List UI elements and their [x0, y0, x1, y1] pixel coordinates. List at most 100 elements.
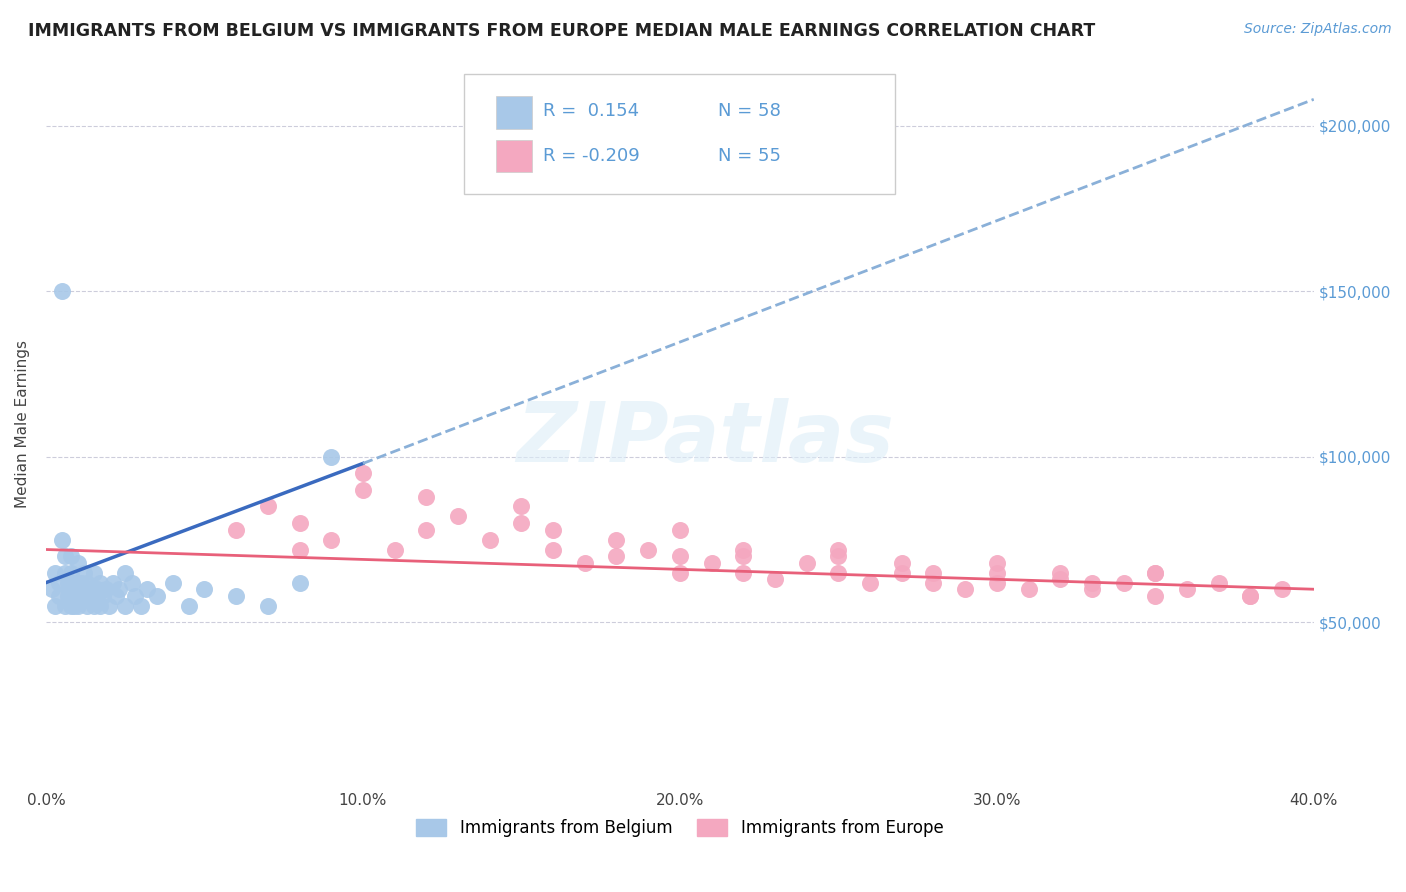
Point — [136, 582, 159, 597]
Point — [478, 533, 501, 547]
Point — [177, 599, 200, 613]
Point — [352, 483, 374, 497]
Point — [51, 285, 73, 299]
Point — [53, 566, 76, 580]
Point — [890, 566, 912, 580]
Point — [288, 542, 311, 557]
Point — [541, 523, 564, 537]
Point — [1144, 566, 1167, 580]
Text: R =  0.154: R = 0.154 — [543, 102, 640, 120]
Point — [1112, 575, 1135, 590]
Point — [51, 533, 73, 547]
Point — [146, 589, 169, 603]
Point — [91, 589, 114, 603]
Point — [53, 599, 76, 613]
Point — [44, 599, 66, 613]
Point — [56, 582, 79, 597]
Point — [637, 542, 659, 557]
Point — [986, 556, 1008, 570]
Point — [63, 589, 86, 603]
Point — [48, 575, 70, 590]
Point — [1018, 582, 1040, 597]
Point — [73, 582, 96, 597]
Point — [256, 599, 278, 613]
Point — [733, 542, 755, 557]
Point — [574, 556, 596, 570]
Point — [56, 575, 79, 590]
Point — [510, 516, 533, 530]
Point — [101, 575, 124, 590]
Point — [66, 556, 89, 570]
Point — [76, 599, 98, 613]
Point — [60, 566, 83, 580]
Text: N = 55: N = 55 — [718, 146, 780, 165]
Point — [733, 566, 755, 580]
Point — [104, 589, 127, 603]
Point — [41, 582, 63, 597]
Point — [986, 566, 1008, 580]
Point — [733, 549, 755, 563]
Point — [114, 566, 136, 580]
Text: IMMIGRANTS FROM BELGIUM VS IMMIGRANTS FROM EUROPE MEDIAN MALE EARNINGS CORRELATI: IMMIGRANTS FROM BELGIUM VS IMMIGRANTS FR… — [28, 22, 1095, 40]
Point — [827, 566, 849, 580]
Text: N = 58: N = 58 — [718, 102, 780, 120]
FancyBboxPatch shape — [496, 96, 531, 128]
Point — [96, 582, 118, 597]
Point — [384, 542, 406, 557]
Point — [63, 599, 86, 613]
Text: Source: ZipAtlas.com: Source: ZipAtlas.com — [1244, 22, 1392, 37]
Point — [763, 572, 786, 586]
Point — [162, 575, 184, 590]
Point — [60, 549, 83, 563]
Point — [1049, 566, 1071, 580]
Point — [986, 575, 1008, 590]
Point — [225, 589, 247, 603]
Point — [89, 575, 111, 590]
Point — [69, 589, 91, 603]
Point — [86, 589, 108, 603]
Point — [60, 582, 83, 597]
Text: ZIPatlas: ZIPatlas — [516, 398, 894, 479]
Point — [796, 556, 818, 570]
Point — [44, 566, 66, 580]
Point — [1144, 589, 1167, 603]
Point — [1144, 566, 1167, 580]
Point — [1271, 582, 1294, 597]
Point — [321, 533, 343, 547]
Point — [827, 542, 849, 557]
Point — [953, 582, 976, 597]
Point — [73, 566, 96, 580]
Point — [89, 599, 111, 613]
Point — [922, 566, 945, 580]
Y-axis label: Median Male Earnings: Median Male Earnings — [15, 340, 30, 508]
Text: R = -0.209: R = -0.209 — [543, 146, 640, 165]
Legend: Immigrants from Belgium, Immigrants from Europe: Immigrants from Belgium, Immigrants from… — [408, 810, 952, 845]
Point — [124, 589, 146, 603]
Point — [669, 549, 692, 563]
Point — [256, 500, 278, 514]
Point — [86, 582, 108, 597]
Point — [288, 575, 311, 590]
Point — [83, 566, 105, 580]
Point — [510, 500, 533, 514]
Point — [79, 589, 101, 603]
Point — [447, 509, 470, 524]
Point — [69, 575, 91, 590]
Point — [669, 523, 692, 537]
Point — [121, 575, 143, 590]
Point — [922, 575, 945, 590]
Point — [415, 523, 437, 537]
Point — [700, 556, 723, 570]
Point — [669, 566, 692, 580]
Point — [1239, 589, 1261, 603]
Point — [541, 542, 564, 557]
Point — [53, 549, 76, 563]
Point — [66, 599, 89, 613]
Point — [352, 467, 374, 481]
Point — [859, 575, 882, 590]
Point — [1081, 575, 1104, 590]
Point — [225, 523, 247, 537]
Point — [1175, 582, 1198, 597]
Point — [63, 575, 86, 590]
Point — [79, 582, 101, 597]
